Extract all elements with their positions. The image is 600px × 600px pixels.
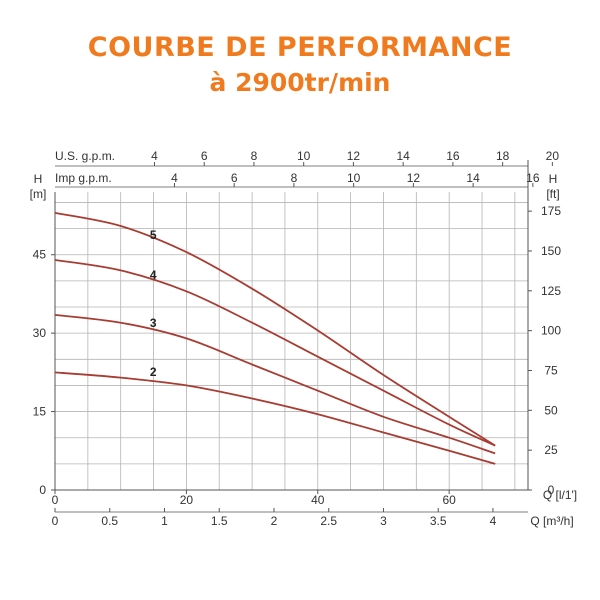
top-imp-tick-label: 4 — [171, 171, 178, 185]
chart-title: COURBE DE PERFORMANCE — [87, 32, 513, 63]
bottom-secondary-tick-label: 1.5 — [211, 514, 228, 528]
bottom-secondary-axis-label: Q [m³/h] — [530, 514, 573, 528]
left-tick-label: 45 — [33, 248, 47, 262]
top-us-tick-label: 12 — [347, 149, 361, 163]
top-imp-tick-label: 12 — [407, 171, 421, 185]
top-us-tick-label: 14 — [396, 149, 410, 163]
left-tick-label: 30 — [33, 326, 47, 340]
right-axis-unit: [ft] — [546, 187, 559, 201]
top-us-tick-label: 18 — [496, 149, 510, 163]
bottom-tick-label: 0 — [52, 493, 59, 507]
curve-line-5 — [54, 212, 496, 447]
right-tick-label: 50 — [544, 403, 558, 417]
top-us-axis-label: U.S. g.p.m. — [55, 149, 115, 163]
bottom-axis-label: Q [l/1'] — [543, 488, 577, 502]
top-us-tick-label: 6 — [201, 149, 208, 163]
top-imp-axis-label: Imp g.p.m. — [55, 171, 112, 185]
left-axis-label: H — [34, 172, 43, 186]
left-tick-label: 15 — [33, 405, 47, 419]
top-imp-tick-label: 6 — [231, 171, 238, 185]
bottom-secondary-tick-label: 4 — [490, 514, 497, 528]
top-us-tick-label: 4 — [151, 149, 158, 163]
curve-label-2: 2 — [150, 365, 157, 379]
right-tick-label: 175 — [541, 204, 561, 218]
curve-line-4 — [54, 259, 496, 447]
bottom-secondary-tick-label: 2 — [271, 514, 278, 528]
bottom-tick-label: 20 — [180, 493, 194, 507]
left-axis-unit: [m] — [30, 187, 47, 201]
right-tick-label: 25 — [544, 443, 558, 457]
right-tick-label: 125 — [541, 284, 561, 298]
right-axis-label: H — [549, 172, 558, 186]
bottom-secondary-tick-label: 3 — [380, 514, 387, 528]
top-us-tick-label: 20 — [546, 149, 560, 163]
right-tick-label: 150 — [541, 244, 561, 258]
curve-label-4: 4 — [150, 268, 157, 282]
top-us-tick-label: 8 — [251, 149, 258, 163]
top-us-tick-label: 16 — [446, 149, 460, 163]
bottom-secondary-tick-label: 0 — [52, 514, 59, 528]
bottom-secondary-tick-label: 3.5 — [430, 514, 447, 528]
top-imp-tick-label: 10 — [347, 171, 361, 185]
curve-line-2 — [54, 371, 496, 465]
bottom-secondary-tick-label: 2.5 — [320, 514, 337, 528]
right-tick-label: 0 — [548, 483, 555, 497]
top-imp-tick-label: 8 — [291, 171, 298, 185]
right-tick-label: 100 — [541, 324, 561, 338]
curve-label-5: 5 — [150, 228, 157, 242]
top-imp-tick-label: 14 — [466, 171, 480, 185]
left-tick-label: 0 — [39, 483, 46, 497]
top-imp-tick-label: 16 — [526, 171, 540, 185]
bottom-tick-label: 60 — [442, 493, 456, 507]
bottom-secondary-tick-label: 0.5 — [101, 514, 118, 528]
curve-line-3 — [54, 314, 496, 455]
curve-label-3: 3 — [150, 316, 157, 330]
bottom-secondary-tick-label: 1 — [161, 514, 168, 528]
top-us-tick-label: 10 — [297, 149, 311, 163]
right-tick-label: 75 — [544, 363, 558, 377]
chart-subtitle: à 2900tr/min — [209, 68, 391, 97]
bottom-tick-label: 40 — [311, 493, 325, 507]
